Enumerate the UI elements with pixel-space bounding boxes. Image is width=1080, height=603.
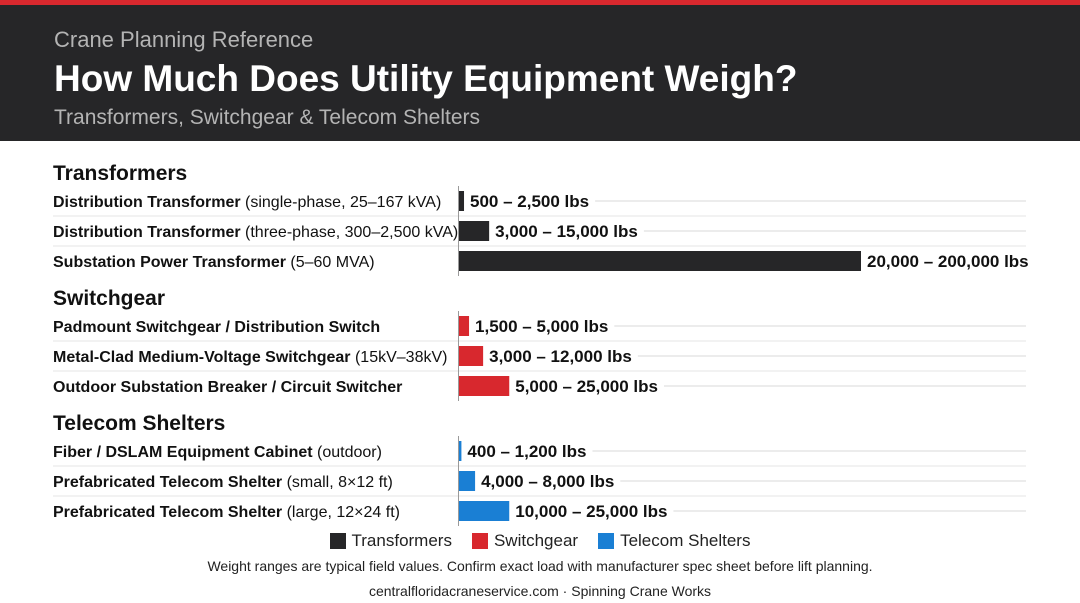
source-credit: centralfloridacraneservice.com · Spinnin… xyxy=(368,583,712,599)
bar-transformers-3 xyxy=(459,251,861,271)
legend-item-switchgear: Switchgear xyxy=(471,531,579,551)
value-label-transformers-1: 500 – 2,500 lbs xyxy=(470,192,589,211)
row-label-transformers-1: Distribution Transformer (single-phase, … xyxy=(53,194,441,211)
row-label-telecom-shelters-3: Prefabricated Telecom Shelter (large, 12… xyxy=(53,504,400,521)
legend-label-switchgear: Switchgear xyxy=(493,531,579,550)
legend-item-transformers: Transformers xyxy=(329,531,452,551)
footnote: Weight ranges are typical field values. … xyxy=(207,558,873,574)
row-label-telecom-shelters-2: Prefabricated Telecom Shelter (small, 8×… xyxy=(53,474,393,491)
row-label-telecom-shelters-1: Fiber / DSLAM Equipment Cabinet (outdoor… xyxy=(53,444,382,461)
row-label-switchgear-1: Padmount Switchgear / Distribution Switc… xyxy=(53,319,380,336)
row-label-switchgear-3: Outdoor Substation Breaker / Circuit Swi… xyxy=(53,379,402,396)
group-heading-switchgear: Switchgear xyxy=(53,287,165,310)
page-subtitle: Transformers, Switchgear & Telecom Shelt… xyxy=(54,106,480,129)
page-title: How Much Does Utility Equipment Weigh? xyxy=(54,58,798,99)
legend-swatch-telecom-shelters xyxy=(598,533,615,549)
value-label-telecom-shelters-1: 400 – 1,200 lbs xyxy=(467,442,586,461)
bar-switchgear-2 xyxy=(459,346,484,366)
value-label-switchgear-2: 3,000 – 12,000 lbs xyxy=(489,347,632,366)
value-label-telecom-shelters-2: 4,000 – 8,000 lbs xyxy=(481,472,614,491)
bar-telecom-shelters-3 xyxy=(459,501,510,521)
bar-switchgear-3 xyxy=(459,376,510,396)
bar-switchgear-1 xyxy=(459,316,470,336)
value-label-transformers-3: 20,000 – 200,000 lbs xyxy=(867,252,1029,271)
row-label-transformers-3: Substation Power Transformer (5–60 MVA) xyxy=(53,254,375,271)
bar-telecom-shelters-2 xyxy=(459,471,476,491)
header-kicker: Crane Planning Reference xyxy=(54,27,314,52)
bar-telecom-shelters-1 xyxy=(459,441,462,461)
group-heading-telecom-shelters: Telecom Shelters xyxy=(53,412,225,435)
header-banner: Crane Planning Reference How Much Does U… xyxy=(0,5,1080,141)
legend-label-telecom-shelters: Telecom Shelters xyxy=(620,531,751,550)
legend-item-telecom-shelters: Telecom Shelters xyxy=(598,531,750,551)
bar-transformers-1 xyxy=(459,191,465,211)
value-label-telecom-shelters-3: 10,000 – 25,000 lbs xyxy=(515,502,667,521)
chart-legend: Transformers Switchgear Telecom Shelters xyxy=(0,531,1080,551)
top-accent-stripe xyxy=(0,0,1080,5)
legend-label-transformers: Transformers xyxy=(351,531,452,550)
value-label-switchgear-1: 1,500 – 5,000 lbs xyxy=(475,317,608,336)
bar-transformers-2 xyxy=(459,221,490,241)
legend-swatch-switchgear xyxy=(471,533,488,549)
value-label-transformers-2: 3,000 – 15,000 lbs xyxy=(495,222,638,241)
legend-swatch-transformers xyxy=(329,533,346,549)
row-label-switchgear-2: Metal-Clad Medium-Voltage Switchgear (15… xyxy=(53,349,447,366)
row-label-transformers-2: Distribution Transformer (three-phase, 3… xyxy=(53,224,458,241)
group-heading-transformers: Transformers xyxy=(53,162,187,185)
value-label-switchgear-3: 5,000 – 25,000 lbs xyxy=(515,377,658,396)
